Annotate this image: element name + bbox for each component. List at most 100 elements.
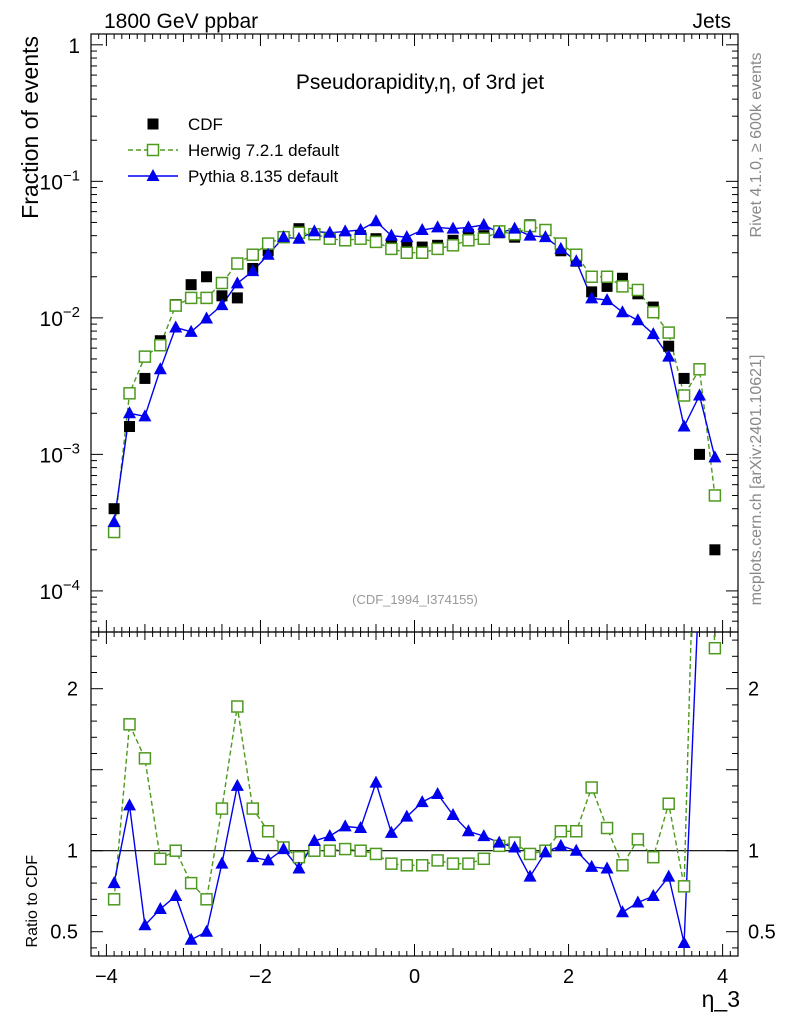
data-point xyxy=(338,234,352,247)
x-tick-label: 2 xyxy=(563,966,574,988)
ratio-point xyxy=(123,718,136,731)
data-point xyxy=(554,241,568,254)
ratio-point xyxy=(338,819,352,832)
data-point xyxy=(215,276,229,290)
ratio-point xyxy=(200,893,213,906)
category-label: Jets xyxy=(692,10,731,33)
ratio-point xyxy=(184,932,198,945)
analysis-watermark: (CDF_1994_I374155) xyxy=(352,592,478,607)
ratio-panel: −4 −2 0 2 4 0.5 0.5 1 1 2 2 Ratio to CDF η_3 xyxy=(24,631,776,1012)
data-point xyxy=(693,363,706,376)
ratio-point xyxy=(369,847,383,861)
top-series-group xyxy=(107,214,722,556)
ratio-point xyxy=(246,850,260,863)
ratio-point xyxy=(307,833,321,846)
ratio-point xyxy=(153,902,167,915)
y-tick-label: 10−1 xyxy=(40,167,80,194)
data-point xyxy=(169,320,183,333)
x-axis-title: η_3 xyxy=(702,986,740,1012)
data-point xyxy=(384,228,398,241)
data-point xyxy=(477,217,491,230)
ratio-point xyxy=(308,844,321,857)
data-point xyxy=(615,305,629,318)
data-point xyxy=(292,231,306,244)
data-point xyxy=(708,489,722,502)
data-point xyxy=(246,264,260,277)
ratio-point xyxy=(646,889,660,902)
data-point xyxy=(216,290,228,302)
data-point xyxy=(692,388,706,401)
ratio-point xyxy=(523,869,537,882)
data-point xyxy=(585,291,599,304)
main-panel: 1 10−1 10−2 10−3 10−4 Fraction of events Pseud… xyxy=(17,33,739,633)
process-label: 1800 GeV ppbar xyxy=(104,10,258,33)
rivet-label: Rivet 4.1.0, ≥ 600k events xyxy=(748,53,765,238)
ratio-point xyxy=(585,859,599,872)
ratio-point xyxy=(462,857,475,870)
data-point xyxy=(678,372,690,384)
data-point xyxy=(646,327,660,340)
data-point xyxy=(354,223,368,236)
ratio-point xyxy=(107,893,121,906)
series-line xyxy=(113,220,716,522)
ratio-point xyxy=(215,802,229,815)
mcplots-label: mcplots.cern.ch [arXiv:2401.10621] xyxy=(748,355,765,606)
ratio-point xyxy=(431,854,444,867)
y-tick-label: 10−3 xyxy=(40,440,80,467)
legend: CDF Herwig 7.2.1 default Pythia 8.135 defa… xyxy=(128,115,339,186)
ratio-point xyxy=(231,700,244,713)
data-point xyxy=(138,350,152,363)
data-point xyxy=(569,254,583,267)
ratio-point xyxy=(261,853,275,866)
ratio-point xyxy=(647,850,660,864)
ratio-point xyxy=(138,752,152,765)
y-tick-label: 10−2 xyxy=(40,304,80,331)
data-point xyxy=(708,450,722,463)
ratio-series-line xyxy=(113,632,698,944)
y-tick-label: 10−4 xyxy=(40,577,80,604)
data-point xyxy=(492,225,506,238)
legend-label: CDF xyxy=(188,115,223,134)
legend-label: Herwig 7.2.1 default xyxy=(188,141,339,160)
ratio-point xyxy=(230,778,244,791)
data-point xyxy=(200,311,214,324)
data-point xyxy=(415,246,429,259)
data-point xyxy=(401,239,413,251)
data-point xyxy=(338,224,352,237)
ratio-point xyxy=(631,833,645,846)
data-point xyxy=(616,280,629,293)
data-point xyxy=(385,242,398,256)
data-point xyxy=(662,326,675,339)
ratio-point xyxy=(184,876,198,890)
data-point xyxy=(431,220,445,233)
legend-marker xyxy=(146,143,160,157)
legend-marker xyxy=(146,169,160,181)
data-point xyxy=(184,324,198,337)
ratio-point xyxy=(554,838,568,851)
data-point xyxy=(369,235,383,249)
data-point xyxy=(662,349,676,362)
ratio-point xyxy=(200,924,214,937)
ratio-point xyxy=(508,840,522,853)
ratio-y-tick-label-right: 0.5 xyxy=(748,922,776,944)
ratio-point xyxy=(400,859,414,872)
data-point xyxy=(400,246,414,259)
legend-item: Herwig 7.2.1 default xyxy=(128,141,339,160)
data-point xyxy=(631,313,645,326)
data-point xyxy=(508,221,522,234)
ratio-point xyxy=(169,889,183,902)
data-point xyxy=(139,372,151,384)
data-point xyxy=(663,340,675,352)
ratio-point xyxy=(354,821,368,834)
ratio-point xyxy=(338,842,352,856)
ratio-point xyxy=(385,857,398,870)
ratio-point xyxy=(138,918,152,931)
ratio-point xyxy=(477,852,491,866)
legend-item: Pythia 8.135 default xyxy=(128,167,339,186)
data-point xyxy=(446,239,460,252)
data-point xyxy=(246,248,259,261)
ratio-point xyxy=(415,859,429,872)
ratio-point xyxy=(677,936,691,949)
x-tick-label: 4 xyxy=(717,966,728,988)
